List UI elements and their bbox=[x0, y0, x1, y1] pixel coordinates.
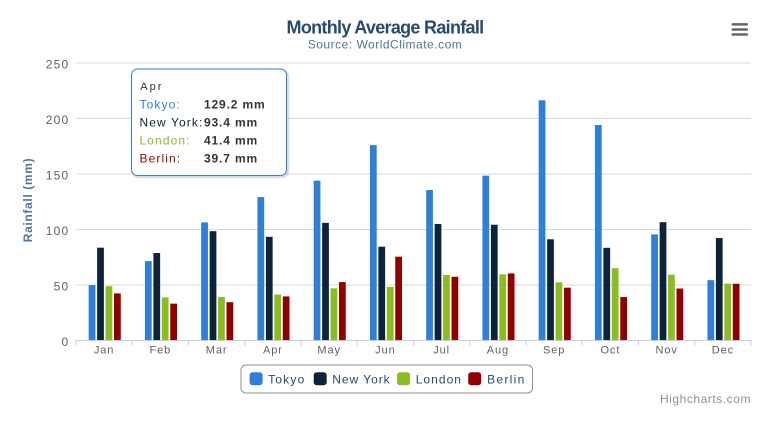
svg-text:Feb: Feb bbox=[150, 345, 172, 357]
svg-text:Monthly Average Rainfall: Monthly Average Rainfall bbox=[287, 18, 484, 38]
svg-text:39.7 mm: 39.7 mm bbox=[204, 151, 258, 165]
svg-text:Jul: Jul bbox=[433, 345, 450, 357]
svg-text:Nov: Nov bbox=[655, 345, 677, 357]
svg-text:Tokyo: Tokyo bbox=[268, 373, 305, 387]
svg-text:93.4 mm: 93.4 mm bbox=[204, 115, 258, 129]
svg-text:Dec: Dec bbox=[712, 345, 734, 357]
svg-text:London:: London: bbox=[140, 133, 191, 147]
svg-text:Oct: Oct bbox=[600, 345, 620, 357]
svg-text:London: London bbox=[416, 373, 462, 387]
svg-text:0: 0 bbox=[62, 335, 70, 349]
svg-text:50: 50 bbox=[54, 279, 70, 293]
svg-text:Rainfall (mm): Rainfall (mm) bbox=[21, 158, 35, 242]
svg-text:150: 150 bbox=[46, 168, 70, 182]
svg-text:100: 100 bbox=[46, 224, 70, 238]
svg-text:200: 200 bbox=[46, 113, 70, 127]
svg-text:Mar: Mar bbox=[206, 345, 228, 357]
svg-text:Berlin:: Berlin: bbox=[140, 151, 182, 165]
svg-text:Sep: Sep bbox=[543, 345, 565, 357]
svg-text:New York: New York bbox=[332, 373, 390, 387]
svg-text:Aug: Aug bbox=[487, 345, 509, 357]
svg-text:New York:: New York: bbox=[140, 115, 204, 129]
svg-text:Berlin: Berlin bbox=[487, 373, 525, 387]
svg-text:41.4 mm: 41.4 mm bbox=[204, 133, 258, 147]
svg-text:Apr: Apr bbox=[140, 81, 163, 93]
svg-text:Tokyo:: Tokyo: bbox=[140, 98, 181, 112]
svg-text:129.2 mm: 129.2 mm bbox=[204, 98, 266, 112]
svg-text:Source: WorldClimate.com: Source: WorldClimate.com bbox=[308, 38, 463, 52]
svg-text:250: 250 bbox=[46, 57, 70, 71]
svg-text:Apr: Apr bbox=[263, 345, 283, 357]
svg-text:Highcharts.com: Highcharts.com bbox=[660, 392, 751, 406]
svg-text:Jan: Jan bbox=[94, 345, 114, 357]
svg-text:Jun: Jun bbox=[375, 345, 395, 357]
svg-text:May: May bbox=[317, 345, 340, 357]
